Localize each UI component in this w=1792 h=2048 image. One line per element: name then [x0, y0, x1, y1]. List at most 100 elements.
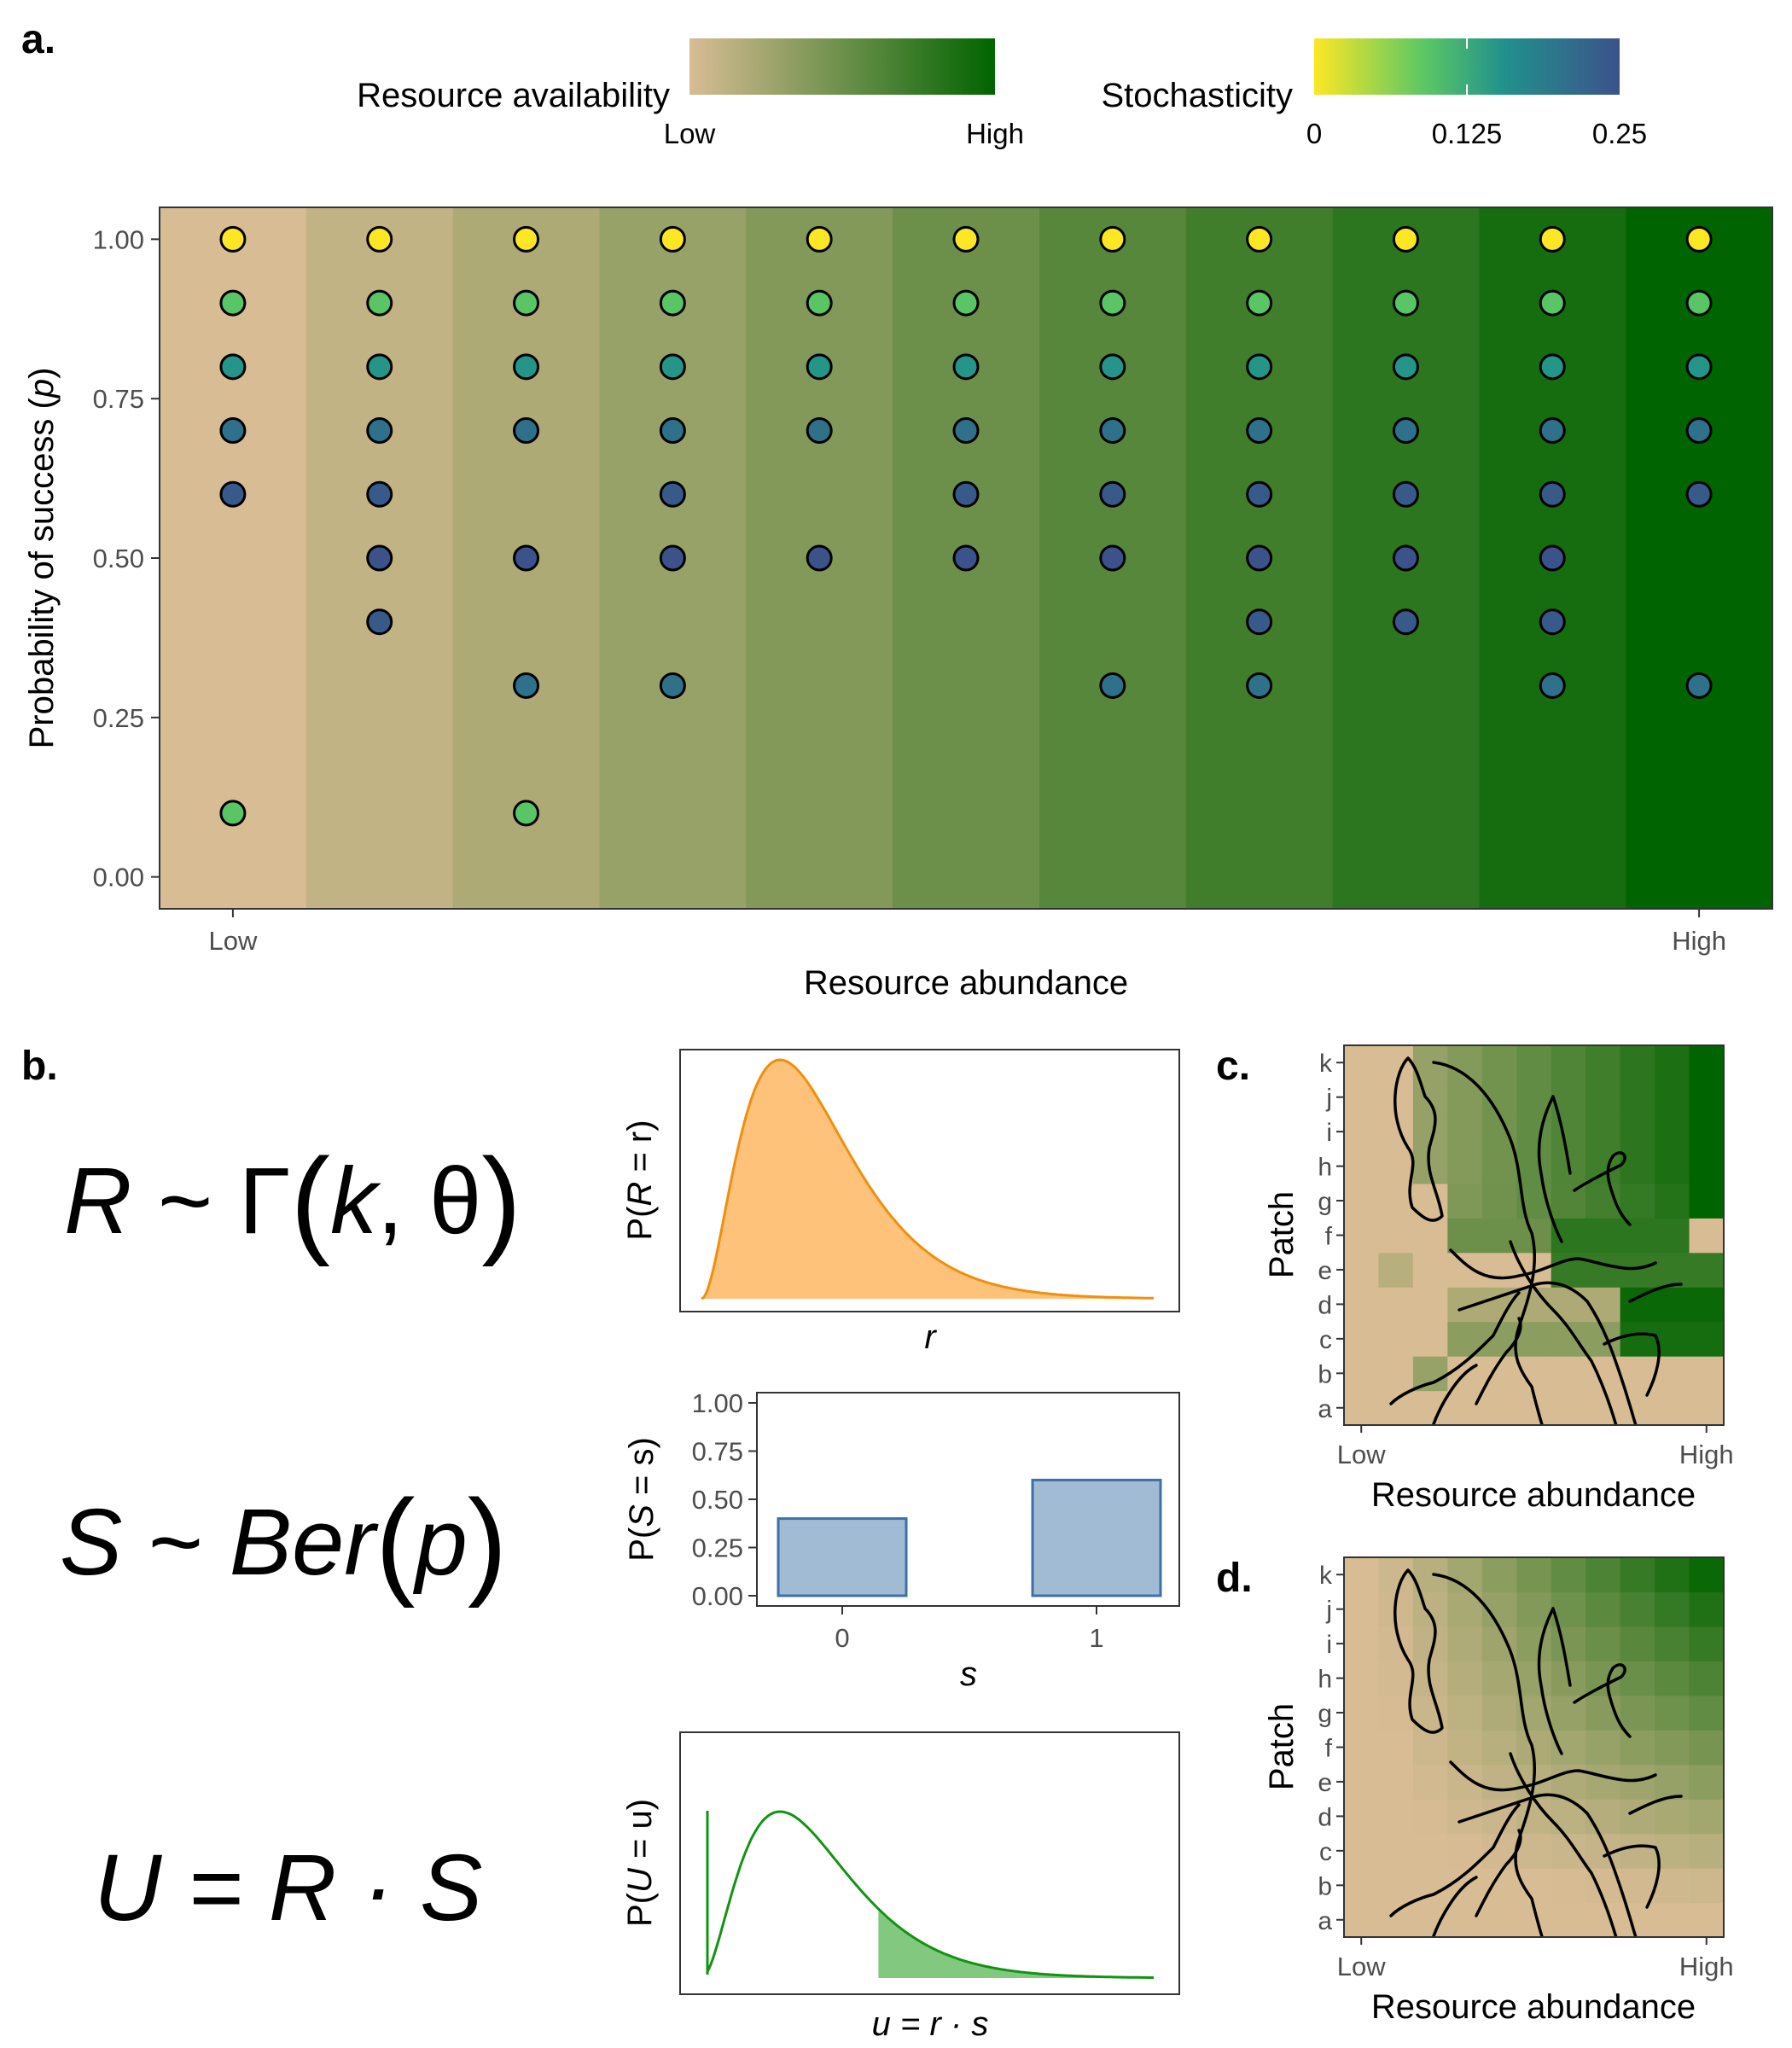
y-tick-label: 0.25 [93, 703, 144, 733]
data-point [1392, 608, 1419, 636]
heatmap-cell [1412, 1591, 1448, 1627]
heatmap-cell [1655, 1833, 1690, 1869]
data-point [513, 544, 540, 572]
equation-gamma-arg1: k [330, 1149, 381, 1254]
data-point [952, 289, 980, 317]
heatmap-cell [1378, 1764, 1414, 1800]
heatmap-cell [1551, 1045, 1586, 1081]
heatmap-cell [1655, 1356, 1690, 1392]
data-point [513, 289, 540, 317]
panel-a-ylabel: Probability of success (p) [23, 368, 61, 749]
heatmap-cell [1412, 1833, 1448, 1869]
panel-b-bernoulli-xlabel: s [960, 1655, 977, 1693]
heatmap-cell [1585, 1114, 1621, 1149]
y-tick-label: 0.50 [93, 544, 144, 573]
legend-resource: Resource availability Low High [357, 38, 1024, 149]
heatmap-cell [1620, 1218, 1655, 1254]
heatmap-cell [1378, 1183, 1414, 1219]
heatmap-cell [1412, 1902, 1448, 1937]
heatmap-cell [1481, 1390, 1517, 1425]
data-point [513, 672, 540, 699]
heatmap-cell [1620, 1149, 1655, 1184]
legend-stochasticity-tick: 0.25 [1592, 118, 1647, 149]
data-point [219, 480, 247, 508]
heatmap-cell [1378, 1287, 1414, 1323]
heatmap-cell [1447, 1114, 1483, 1149]
heatmap-cell [1516, 1833, 1552, 1869]
heatmap-cell [1585, 1730, 1621, 1766]
heatmap-cell [1481, 1833, 1517, 1869]
panel-b-bernoulli-ylabel-post: = s) [623, 1437, 660, 1504]
legend-stochasticity-tick: 0 [1306, 118, 1322, 149]
data-point [219, 225, 247, 253]
y-tick-label: i [1326, 1119, 1332, 1147]
data-point [1685, 225, 1713, 253]
heatmap-cell [1620, 1833, 1655, 1869]
panel-b-product-frame [679, 1731, 1180, 1995]
heatmap-cell [1344, 1695, 1380, 1731]
data-point [1539, 672, 1566, 699]
heatmap-cell [1551, 1902, 1586, 1937]
data-point [1246, 225, 1273, 253]
bar [1031, 1478, 1162, 1597]
heatmap-cell [1655, 1557, 1690, 1593]
data-point [1685, 289, 1713, 317]
data-point [1246, 353, 1273, 381]
panel-letter-a: a. [21, 17, 55, 62]
heatmap-cell [1551, 1356, 1586, 1392]
data-point [219, 289, 247, 317]
data-point [1392, 289, 1419, 317]
heatmap-cell [1412, 1390, 1448, 1425]
data-point [806, 225, 833, 253]
heatmap-cell [1344, 1287, 1380, 1323]
equation-product: U = R · S [94, 1836, 482, 1940]
heatmap-cell [1620, 1356, 1655, 1392]
heatmap-cell [1620, 1868, 1655, 1904]
panel-b-gamma-frame [679, 1049, 1180, 1312]
heatmap-cell [1344, 1390, 1380, 1425]
y-tick-label: b [1318, 1360, 1332, 1388]
heatmap-cell [1378, 1661, 1414, 1696]
equation-gamma-rparen: ) [481, 1133, 521, 1267]
heatmap-cell [1689, 1868, 1724, 1904]
y-tick-label: c [1319, 1326, 1332, 1354]
heatmap-cell [1655, 1695, 1690, 1731]
data-point [806, 544, 833, 572]
heatmap-cell [1344, 1114, 1380, 1149]
heatmap-cell [1447, 1661, 1483, 1696]
panel-a-plot: 0.00 0.25 0.50 0.75 1.00 Low High Resource abu… [23, 207, 1773, 1002]
heatmap-cell [1447, 1626, 1483, 1661]
data-point [219, 417, 247, 445]
panel-d-ylabel: Patch [1263, 1703, 1300, 1790]
panel-c-ylabel: Patch [1263, 1191, 1300, 1278]
panel-d-xlabel: Resource abundance [1371, 1988, 1696, 2026]
panel-b-gamma-ylabel: P(R = r) [621, 1120, 659, 1240]
x-tick-label: Low [208, 926, 257, 956]
heatmap-cell [1447, 1390, 1483, 1425]
legend-resource-colorbar [689, 38, 995, 95]
heatmap-cell [1344, 1661, 1380, 1696]
panel-letter-b: b. [21, 1044, 58, 1089]
heatmap-cell [1585, 1557, 1621, 1593]
y-tick-label: g [1318, 1700, 1332, 1728]
data-point [1685, 417, 1713, 445]
heatmap-cell [1585, 1079, 1621, 1115]
equation-bernoulli-arg: p [413, 1490, 468, 1595]
heatmap-cell [1378, 1799, 1414, 1835]
data-point [219, 353, 247, 381]
data-point [366, 480, 393, 508]
data-point [952, 353, 980, 381]
panel-b-product-xlabel: u = r · s [872, 2005, 989, 2043]
heatmap-cell [1689, 1287, 1724, 1323]
heatmap-cell [1655, 1868, 1690, 1904]
x-tick-label: High [1679, 1952, 1734, 1981]
panel-c-heatmap [1344, 1045, 1724, 1425]
heatmap-cell [1585, 1626, 1621, 1661]
heatmap-cell [1481, 1321, 1517, 1357]
heatmap-cell [1378, 1218, 1414, 1254]
y-tick-label: 1.00 [692, 1388, 743, 1418]
heatmap-cell [1620, 1321, 1655, 1357]
y-tick-label: k [1319, 1050, 1333, 1078]
heatmap-cell [1689, 1833, 1724, 1869]
heatmap-cell [1620, 1252, 1655, 1288]
